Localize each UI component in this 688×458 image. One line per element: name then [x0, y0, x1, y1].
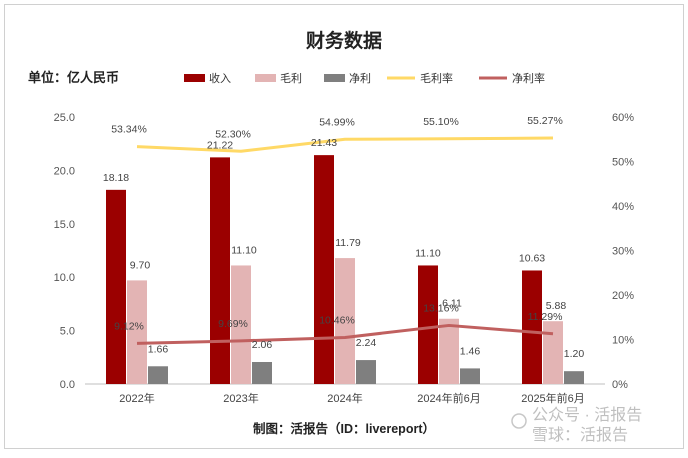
- data-label-net-margin: 10.46%: [319, 314, 355, 326]
- watermark-line-1: 公众号 · 活报告: [532, 406, 642, 424]
- left-axis-tick: 25.0: [54, 112, 75, 124]
- left-axis-tick: 20.0: [54, 165, 75, 177]
- data-label-revenue: 21.43: [311, 137, 337, 149]
- chart-title: 财务数据: [306, 29, 382, 52]
- credit-text: 制图：活报告（ID：livereport）: [253, 421, 435, 436]
- legend-swatch-revenue: [184, 74, 205, 82]
- line-gross-margin: [136, 136, 554, 153]
- bar-revenue: [106, 189, 126, 384]
- data-label-gross-profit: 11.79: [335, 237, 361, 249]
- bar-gross-profit: [543, 321, 563, 384]
- bar-net-profit: [564, 371, 584, 384]
- data-label-net-profit: 2.06: [252, 339, 273, 351]
- left-axis-tick: 0.0: [60, 379, 75, 391]
- line-series: [136, 136, 554, 345]
- data-label-gross-profit: 9.70: [130, 259, 151, 271]
- x-axis-tick: 2025年前6月: [521, 391, 585, 405]
- bar-gross-profit: [127, 280, 147, 384]
- data-label-revenue: 21.22: [207, 139, 233, 151]
- legend-label-gross-margin: 毛利率: [420, 71, 453, 85]
- x-axis-tick: 2024年前6月: [417, 391, 481, 405]
- bar-revenue: [314, 155, 334, 384]
- data-label-gross-margin: 53.34%: [111, 124, 147, 136]
- legend-label-net-profit: 净利: [349, 71, 371, 85]
- x-axis-tick: 2023年: [223, 391, 258, 405]
- bar-gross-profit: [335, 258, 355, 384]
- legend-label-gross-profit: 毛利: [280, 72, 302, 85]
- data-label-net-profit: 1.46: [460, 345, 481, 357]
- right-axis-tick: 40%: [612, 201, 634, 213]
- watermark: 公众号 · 活报告 雪球：活报告: [511, 406, 642, 444]
- data-label-gross-margin: 55.10%: [423, 116, 459, 128]
- wechat-icon: [511, 413, 527, 429]
- right-axis-tick: 50%: [612, 157, 634, 169]
- unit-label: 单位：亿人民币: [28, 70, 119, 85]
- right-axis-ticks: 0% 10% 20% 30% 40% 50% 60%: [612, 112, 634, 391]
- legend-label-net-margin: 净利率: [512, 71, 545, 85]
- bar-gross-profit: [439, 318, 459, 384]
- data-label-gross-profit: 6.11: [442, 298, 462, 310]
- data-label-gross-profit: 5.88: [546, 300, 567, 312]
- bar-net-profit: [148, 366, 168, 384]
- bar-net-profit: [252, 361, 272, 384]
- data-label-net-margin: 11.29%: [528, 311, 563, 323]
- data-label-net-margin: 13.16%: [423, 302, 459, 314]
- data-label-gross-margin: 52.30%: [215, 128, 251, 140]
- x-axis-ticks: 2022年 2023年 2024年 2024年前6月 2025年前6月: [119, 391, 585, 405]
- data-labels: 18.18 21.22 21.43 11.10 10.63 9.70 11.10 11.79 6…: [103, 115, 585, 360]
- right-axis-tick: 10%: [612, 335, 634, 347]
- x-axis-tick: 2024年: [327, 391, 362, 405]
- left-axis-tick: 15.0: [54, 219, 75, 231]
- bar-revenue: [210, 157, 230, 384]
- data-label-net-profit: 2.24: [356, 337, 377, 349]
- legend: 收入 毛利 净利 毛利率 净利率: [184, 71, 545, 85]
- legend-label-revenue: 收入: [209, 71, 231, 85]
- right-axis-tick: 60%: [612, 112, 634, 124]
- data-label-revenue: 10.63: [519, 252, 545, 264]
- bar-series: [106, 155, 584, 384]
- bar-gross-profit: [231, 265, 251, 384]
- x-axis-tick: 2022年: [119, 391, 154, 405]
- data-label-gross-margin: 54.99%: [319, 116, 355, 128]
- data-label-gross-profit: 11.10: [231, 244, 257, 256]
- legend-swatch-net-profit: [324, 74, 345, 82]
- legend-swatch-gross-profit: [255, 74, 276, 82]
- data-label-revenue: 18.18: [103, 172, 129, 184]
- bar-net-profit: [460, 368, 480, 384]
- left-axis-tick: 10.0: [54, 272, 75, 284]
- line-net-margin: [136, 323, 554, 345]
- data-label-revenue: 11.10: [415, 247, 441, 259]
- left-axis-tick: 5.0: [60, 326, 75, 338]
- bar-net-profit: [356, 360, 376, 384]
- right-axis-tick: 20%: [612, 290, 634, 302]
- data-label-net-profit: 1.66: [148, 343, 169, 355]
- data-label-net-profit: 1.20: [564, 348, 585, 360]
- left-axis-ticks: 0.0 5.0 10.0 15.0 20.0 25.0: [54, 112, 75, 391]
- data-label-net-margin: 9.12%: [114, 320, 144, 332]
- right-axis-tick: 30%: [612, 246, 634, 258]
- data-label-gross-margin: 55.27%: [527, 115, 563, 127]
- bar-revenue: [522, 270, 542, 384]
- bar-revenue: [418, 265, 438, 384]
- data-label-net-margin: 9.69%: [218, 318, 248, 330]
- right-axis-tick: 0%: [612, 379, 628, 391]
- watermark-line-2: 雪球：活报告: [532, 426, 628, 444]
